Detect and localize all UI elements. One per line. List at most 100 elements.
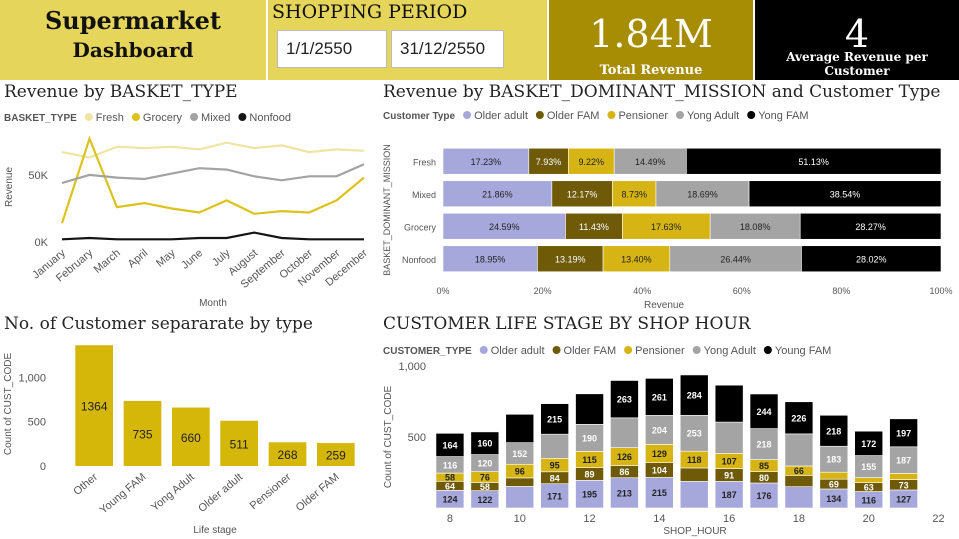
- basket-legend-dot: [84, 113, 93, 121]
- series-line-mixed[interactable]: [61, 163, 365, 185]
- mission-segment[interactable]: [799, 212, 942, 240]
- series-line-nonfood[interactable]: [61, 231, 364, 241]
- mission-legend-item[interactable]: Yong FAM: [758, 110, 808, 122]
- hour-segment[interactable]: [819, 471, 849, 480]
- hour-legend-item[interactable]: Young FAM: [775, 345, 831, 357]
- hour-segment[interactable]: [714, 421, 744, 454]
- count-bar[interactable]: [220, 420, 259, 466]
- mission-segment[interactable]: [442, 245, 538, 273]
- basket-legend-item[interactable]: Grocery: [143, 112, 183, 124]
- hour-segment[interactable]: [435, 433, 465, 457]
- hour-segment[interactable]: [784, 433, 814, 467]
- hour-segment-label: 116: [861, 495, 876, 505]
- hour-segment[interactable]: [784, 475, 814, 487]
- hour-segment[interactable]: [714, 384, 744, 423]
- mission-segment[interactable]: [613, 147, 687, 175]
- mission-segment[interactable]: [602, 245, 671, 273]
- count-bar-label: 1364: [81, 400, 108, 414]
- hour-legend-item[interactable]: Pensioner: [635, 345, 685, 357]
- mission-segment[interactable]: [655, 180, 750, 208]
- mission-segment[interactable]: [565, 212, 623, 240]
- mission-legend-dot: [535, 111, 544, 119]
- mission-category-label: Mixed: [412, 190, 436, 200]
- hour-segment[interactable]: [714, 481, 744, 509]
- hour-segment[interactable]: [679, 481, 709, 509]
- hour-segment[interactable]: [540, 483, 569, 509]
- count-y-tick: 500: [28, 417, 46, 429]
- hour-segment[interactable]: [505, 477, 535, 487]
- hour-legend-item[interactable]: Older FAM: [564, 345, 617, 357]
- hour-segment[interactable]: [889, 473, 918, 480]
- start-date-input[interactable]: 1/1/2550: [277, 30, 387, 68]
- hour-legend-item[interactable]: Older adult: [491, 345, 545, 357]
- basket-legend-item[interactable]: Nonfood: [249, 112, 291, 124]
- count-bar[interactable]: [268, 442, 307, 466]
- hour-segment[interactable]: [610, 477, 639, 509]
- hour-segment[interactable]: [575, 393, 604, 425]
- series-line-fresh[interactable]: [61, 141, 365, 159]
- hour-segment[interactable]: [854, 430, 884, 456]
- mission-segment[interactable]: [612, 180, 657, 208]
- mission-segment[interactable]: [551, 180, 613, 208]
- hour-segment[interactable]: [784, 401, 814, 435]
- hour-segment[interactable]: [575, 424, 604, 452]
- hour-segment[interactable]: [854, 477, 884, 483]
- hour-segment-label: 115: [582, 455, 597, 465]
- basket-legend-item[interactable]: Fresh: [96, 112, 124, 124]
- series-line-grocery[interactable]: [60, 135, 365, 224]
- hour-segment[interactable]: [540, 433, 569, 459]
- hour-segment[interactable]: [610, 380, 639, 419]
- count-bar[interactable]: [75, 345, 114, 466]
- hour-segment-label: 69: [829, 480, 839, 490]
- mission-segment[interactable]: [669, 245, 802, 273]
- mission-segment[interactable]: [567, 147, 615, 175]
- mission-legend-item[interactable]: Yong Adult: [687, 110, 739, 122]
- hour-segment[interactable]: [749, 393, 779, 429]
- mission-segment-label: 51.13%: [798, 157, 829, 167]
- mission-segment-label: 17.23%: [471, 157, 502, 167]
- hour-segment[interactable]: [505, 413, 535, 443]
- hour-segment[interactable]: [784, 486, 814, 509]
- hour-segment[interactable]: [645, 378, 674, 416]
- hour-segment[interactable]: [679, 467, 709, 482]
- hour-segment[interactable]: [645, 415, 674, 445]
- hour-segment[interactable]: [749, 428, 779, 460]
- hour-segment-label: 155: [861, 462, 876, 472]
- mission-segment[interactable]: [442, 147, 530, 175]
- mission-segment[interactable]: [748, 180, 942, 208]
- mission-segment[interactable]: [686, 147, 942, 175]
- mission-segment[interactable]: [442, 180, 553, 208]
- hour-segment[interactable]: [610, 417, 639, 448]
- hour-segment[interactable]: [679, 414, 709, 452]
- hour-segment[interactable]: [470, 431, 500, 455]
- mission-legend-item[interactable]: Older adult: [474, 110, 528, 122]
- count-x-axis-label: Life stage: [193, 525, 237, 536]
- hour-segment[interactable]: [505, 486, 535, 509]
- hour-segment[interactable]: [889, 446, 918, 474]
- hour-legend-item[interactable]: Yong Adult: [704, 345, 756, 357]
- avg-revenue-card: 4 Average Revenue per Customer: [755, 0, 959, 80]
- count-bar[interactable]: [316, 443, 355, 466]
- hour-segment[interactable]: [540, 403, 569, 435]
- count-bar[interactable]: [171, 407, 210, 466]
- mission-segment[interactable]: [622, 212, 711, 240]
- mission-legend-item[interactable]: Pensioner: [618, 110, 668, 122]
- hour-legend-dot: [692, 346, 701, 354]
- mission-segment[interactable]: [801, 245, 942, 273]
- mission-x-axis-label: Revenue: [644, 300, 684, 311]
- end-date-input[interactable]: 31/12/2550: [391, 30, 504, 68]
- mission-legend-item[interactable]: Older FAM: [547, 110, 600, 122]
- mission-x-tick: 40%: [633, 286, 651, 296]
- hour-segment[interactable]: [819, 445, 849, 473]
- basket-legend-item[interactable]: Mixed: [201, 112, 230, 124]
- mission-segment[interactable]: [528, 147, 569, 175]
- revenue-by-basket-type-chart: BASKET_TYPE Fresh Grocery Mixed Nonfood 0K 50K…: [4, 112, 370, 309]
- hour-segment[interactable]: [819, 414, 849, 447]
- hour-segment[interactable]: [889, 418, 918, 448]
- dashboard-title-line1: Supermarket: [44, 6, 222, 35]
- hour-segment[interactable]: [645, 477, 674, 509]
- count-bar[interactable]: [123, 400, 162, 466]
- hour-segment[interactable]: [679, 374, 709, 416]
- hour-segment-label: 183: [826, 455, 841, 465]
- count-x-tick: Yong Adult: [149, 471, 197, 514]
